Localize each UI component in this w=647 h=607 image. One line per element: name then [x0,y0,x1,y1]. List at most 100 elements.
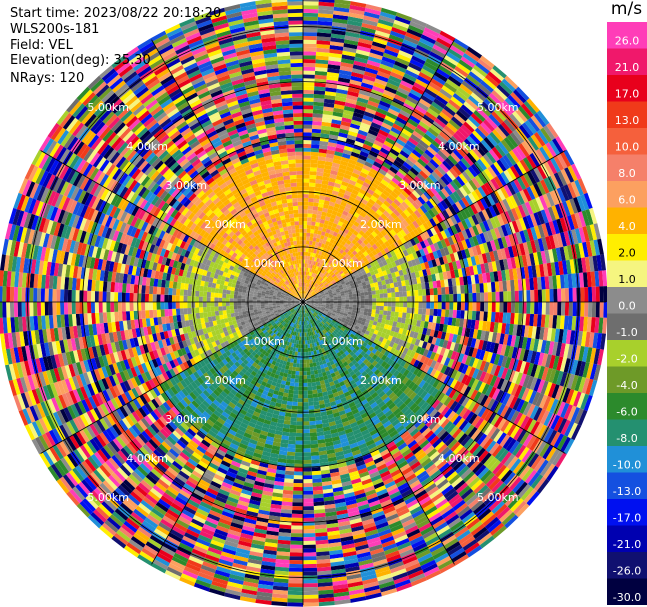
velocity-gate [370,195,378,203]
velocity-gate [296,417,303,422]
velocity-gate [464,49,480,62]
velocity-gate [363,11,380,19]
velocity-gate [330,214,337,220]
velocity-gate [335,147,344,153]
velocity-gate [290,417,297,422]
velocity-gate [314,257,318,262]
velocity-gate [287,602,303,607]
velocity-gate [294,382,299,387]
velocity-gate [345,216,352,222]
velocity-gate [353,299,357,302]
velocity-gate [323,106,334,112]
velocity-gate [303,47,317,52]
velocity-gate [303,194,309,198]
velocity-gate [351,71,364,79]
velocity-gate [316,210,323,216]
velocity-gate [356,293,361,297]
velocity-gate [341,54,356,61]
velocity-gate [303,120,313,125]
velocity-gate [386,283,391,289]
velocity-gate [378,314,383,319]
velocity-gate [306,363,310,368]
velocity-gate [422,295,427,302]
velocity-gate [436,37,452,49]
velocity-gate [327,68,340,74]
velocity-gate [439,88,453,100]
velocity-gate [380,147,390,156]
velocity-gate [329,217,335,223]
velocity-gate [323,270,328,275]
velocity-gate [288,579,303,584]
velocity-gate [580,287,585,302]
velocity-gate [316,167,325,173]
velocity-gate [441,294,446,302]
velocity-gate [312,210,318,215]
velocity-gate [319,238,324,244]
velocity-gate [364,302,369,306]
velocity-gate [306,359,310,364]
velocity-gate [298,390,303,395]
velocity-gate [372,305,377,310]
velocity-gate [313,249,317,254]
velocity-gate [340,120,351,127]
velocity-gate [303,294,305,299]
velocity-gate [346,212,354,219]
velocity-gate [303,513,315,518]
velocity-gate [287,393,294,398]
velocity-gate [437,34,454,45]
velocity-gate [392,23,408,32]
velocity-gate [298,379,303,383]
velocity-gate [303,89,315,94]
velocity-gate [344,190,352,197]
velocity-gate [303,43,317,48]
velocity-gate [394,15,411,25]
velocity-gate [283,482,294,487]
velocity-gate [337,136,347,142]
velocity-gate [327,142,337,148]
velocity-gate [309,182,316,187]
velocity-gate [299,363,303,368]
velocity-gate [534,289,539,302]
velocity-gate [304,275,306,279]
velocity-gate [320,243,326,248]
velocity-gate [324,266,328,271]
velocity-gate [320,129,331,135]
velocity-gate [397,113,410,122]
velocity-gate [303,182,310,187]
velocity-gate [368,96,381,104]
velocity-gate [445,51,461,63]
velocity-gate [413,82,427,92]
velocity-gate [398,312,403,318]
velocity-gate [568,287,573,302]
velocity-gate [352,112,364,119]
velocity-gate [303,436,311,441]
velocity-gate [303,475,313,480]
velocity-gate [334,2,351,9]
velocity-gate [367,56,382,64]
velocity-gate [398,83,412,93]
velocity-gate [333,154,342,161]
velocity-gate [331,166,339,172]
velocity-gate [401,128,413,138]
velocity-gate [309,284,312,289]
velocity-gate [309,289,313,293]
velocity-gate [320,215,326,221]
velocity-gate [312,478,322,483]
velocity-gate [338,77,351,84]
velocity-gate [476,292,481,302]
velocity-gate [391,292,396,298]
velocity-gate [360,26,376,34]
velocity-gate [383,140,394,149]
velocity-gate [309,240,313,245]
velocity-gate [315,420,323,425]
velocity-gate [375,309,380,315]
velocity-gate [391,306,396,312]
velocity-gate [303,8,319,14]
velocity-gate [320,264,325,269]
velocity-gate [359,126,370,133]
velocity-gate [297,351,301,356]
velocity-gate [370,89,384,97]
velocity-gate [350,75,363,83]
velocity-gate [389,148,400,157]
velocity-gate [314,373,319,379]
